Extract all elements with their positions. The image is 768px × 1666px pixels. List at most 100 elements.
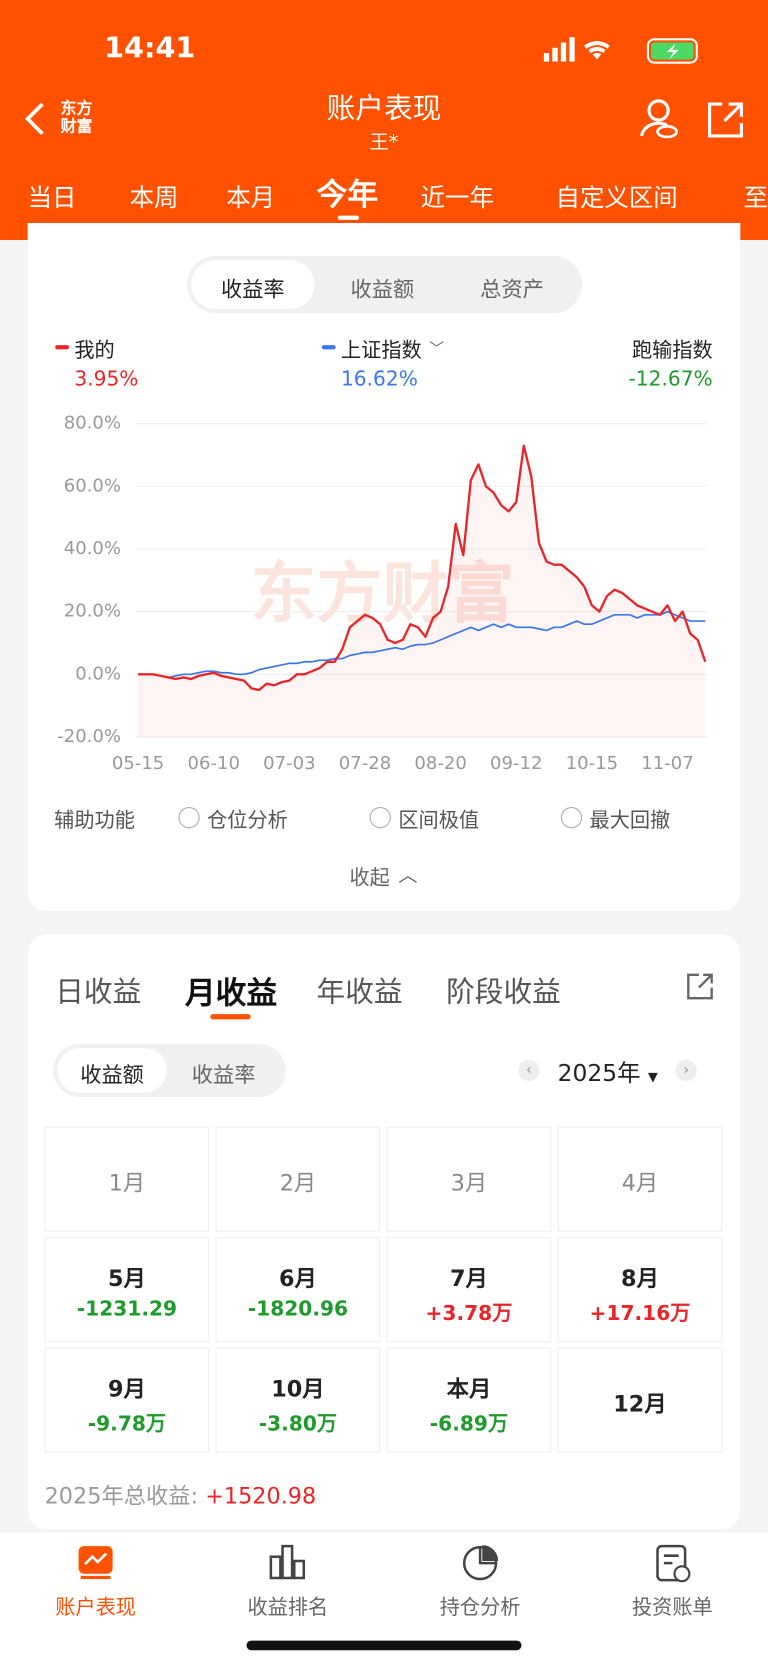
radio[interactable] [560,807,583,829]
nav-label[interactable]: 收益排名 [247,1596,329,1620]
month-name: 10月 [271,1376,325,1402]
month-name: 6月 [279,1265,317,1292]
watermark: 东方财富 [251,555,514,632]
month-value: -1820.96 [247,1297,349,1322]
year: 2025年 [557,1060,641,1088]
month-cell[interactable]: 12月 [557,1347,723,1453]
collapse[interactable]: 收起 [349,866,390,890]
period-tab[interactable]: 本月 [226,184,276,213]
period-tab[interactable]: 当日 [27,184,77,213]
month-cell[interactable]: 4月 [557,1126,723,1232]
total: 2025年总收益: +1520.98 [45,1479,317,1511]
month-cell[interactable]: 10月 -3.80万 [215,1347,381,1453]
comparison-value: -12.67% [628,367,713,391]
y-tick-label: 20.0% [64,601,121,622]
month-name: 3月 [450,1170,488,1196]
tool-option[interactable]: 区间极值 [398,809,480,833]
metric-option[interactable]: 收益率 [220,276,285,302]
period-tab[interactable]: 今年 [316,176,379,213]
month-cell[interactable]: 3月 [386,1126,552,1232]
tab-underline [337,215,360,220]
total-label: 2025年总收益: [44,1483,199,1509]
y-tick-label: 60.0% [64,475,121,496]
profit-option[interactable]: 收益率 [191,1061,256,1088]
month-value: -9.78万 [87,1412,167,1436]
x-tick-label: 06-10 [187,753,239,774]
x-tick-label: 08-20 [414,753,466,774]
month-name: 5月 [108,1265,146,1292]
month-name: 8月 [621,1265,659,1292]
chart-card [27,222,741,912]
tool-option[interactable]: 仓位分析 [207,809,288,833]
period-tab[interactable]: 本周 [129,184,179,213]
subtitle: 王* [369,131,399,154]
legend-total: 16.62% [340,367,418,391]
month-name: 4月 [621,1170,659,1196]
nav-icon[interactable] [459,1542,501,1584]
month-value: +17.16万 [589,1301,691,1326]
area [138,445,706,737]
month-cell[interactable]: 6月 -1820.96 [215,1237,381,1343]
legend-name: 上证指数 [340,338,422,363]
x-tick-label: 10-15 [566,753,618,774]
metric-option[interactable]: 总资产 [480,276,544,302]
profit-tab[interactable]: 月收益 [184,974,278,1011]
chart: 东方财富 80.0% 60.0% 40.0% 20.0% 0.0% -20.0% 05-15 0… [57,413,708,774]
back-button[interactable] [21,100,53,138]
month-name: 7月 [450,1265,488,1292]
nav-label[interactable]: 持仓分析 [439,1596,521,1620]
next-year[interactable]: › [675,1059,697,1082]
month-name: 1月 [108,1170,146,1196]
nav-label[interactable]: 账户表现 [55,1596,136,1620]
x-tick-label: 09-12 [490,753,542,774]
nav-icon[interactable] [651,1542,693,1584]
x-tick-label: 05-15 [112,753,164,774]
prev-year[interactable]: ‹ [518,1059,540,1082]
month-cell[interactable]: 8月 +17.16万 [557,1237,723,1343]
month-value: -1231.29 [76,1297,178,1322]
period-tab[interactable]: 近一年 [420,184,494,213]
profit-tab[interactable]: 阶段收益 [446,975,561,1009]
month-value: -3.80万 [258,1412,338,1436]
month-cell[interactable]: 7月 +3.78万 [386,1237,552,1343]
title: 账户表现 [326,92,442,126]
month-value: +3.78万 [425,1301,513,1326]
comparison-label: 跑输指数 [631,338,713,363]
nav-icon[interactable] [74,1542,116,1584]
month-value: -6.89万 [429,1412,509,1436]
profit-tab[interactable]: 日收益 [55,975,142,1009]
year-picker[interactable]: 2025年 ▼ [557,1060,658,1088]
period-tab[interactable]: 至 [743,184,768,213]
month-cell[interactable]: 5月 -1231.29 [44,1237,210,1343]
legend-dropdown: ﹀ [429,340,444,358]
radio[interactable] [178,807,200,829]
nav-icon[interactable] [267,1542,309,1584]
month-cell[interactable]: 9月 -9.78万 [44,1347,210,1453]
tab-underline [210,1014,251,1020]
header-actions[interactable] [637,96,754,143]
legend-swatch [55,345,70,350]
tools-label: 辅助功能 [54,809,135,833]
brand-logo: 东方财富 [60,98,93,136]
nav-label[interactable]: 投资账单 [631,1596,713,1620]
share-icon[interactable] [684,971,716,1003]
month-cell[interactable]: 2月 [215,1126,381,1232]
tool-option[interactable]: 最大回撤 [589,809,671,833]
month-cell[interactable]: 本月 -6.89万 [386,1347,552,1453]
x-tick-label: 07-28 [339,753,391,774]
period-tab[interactable]: 自定义区间 [555,184,678,213]
y-tick-label: 40.0% [64,538,121,559]
metric-option[interactable]: 收益额 [350,276,415,302]
profit-option[interactable]: 收益额 [80,1061,144,1088]
legend-total: 3.95% [74,367,139,391]
profit-tab[interactable]: 年收益 [316,975,403,1009]
legend-name: 我的 [74,338,115,363]
month-cell[interactable]: 1月 [44,1126,210,1232]
toggle-active [57,1048,167,1093]
radio[interactable] [369,807,391,829]
line [138,444,707,692]
x-tick-label: 07-03 [263,753,315,774]
time: 14:41 [104,31,196,65]
